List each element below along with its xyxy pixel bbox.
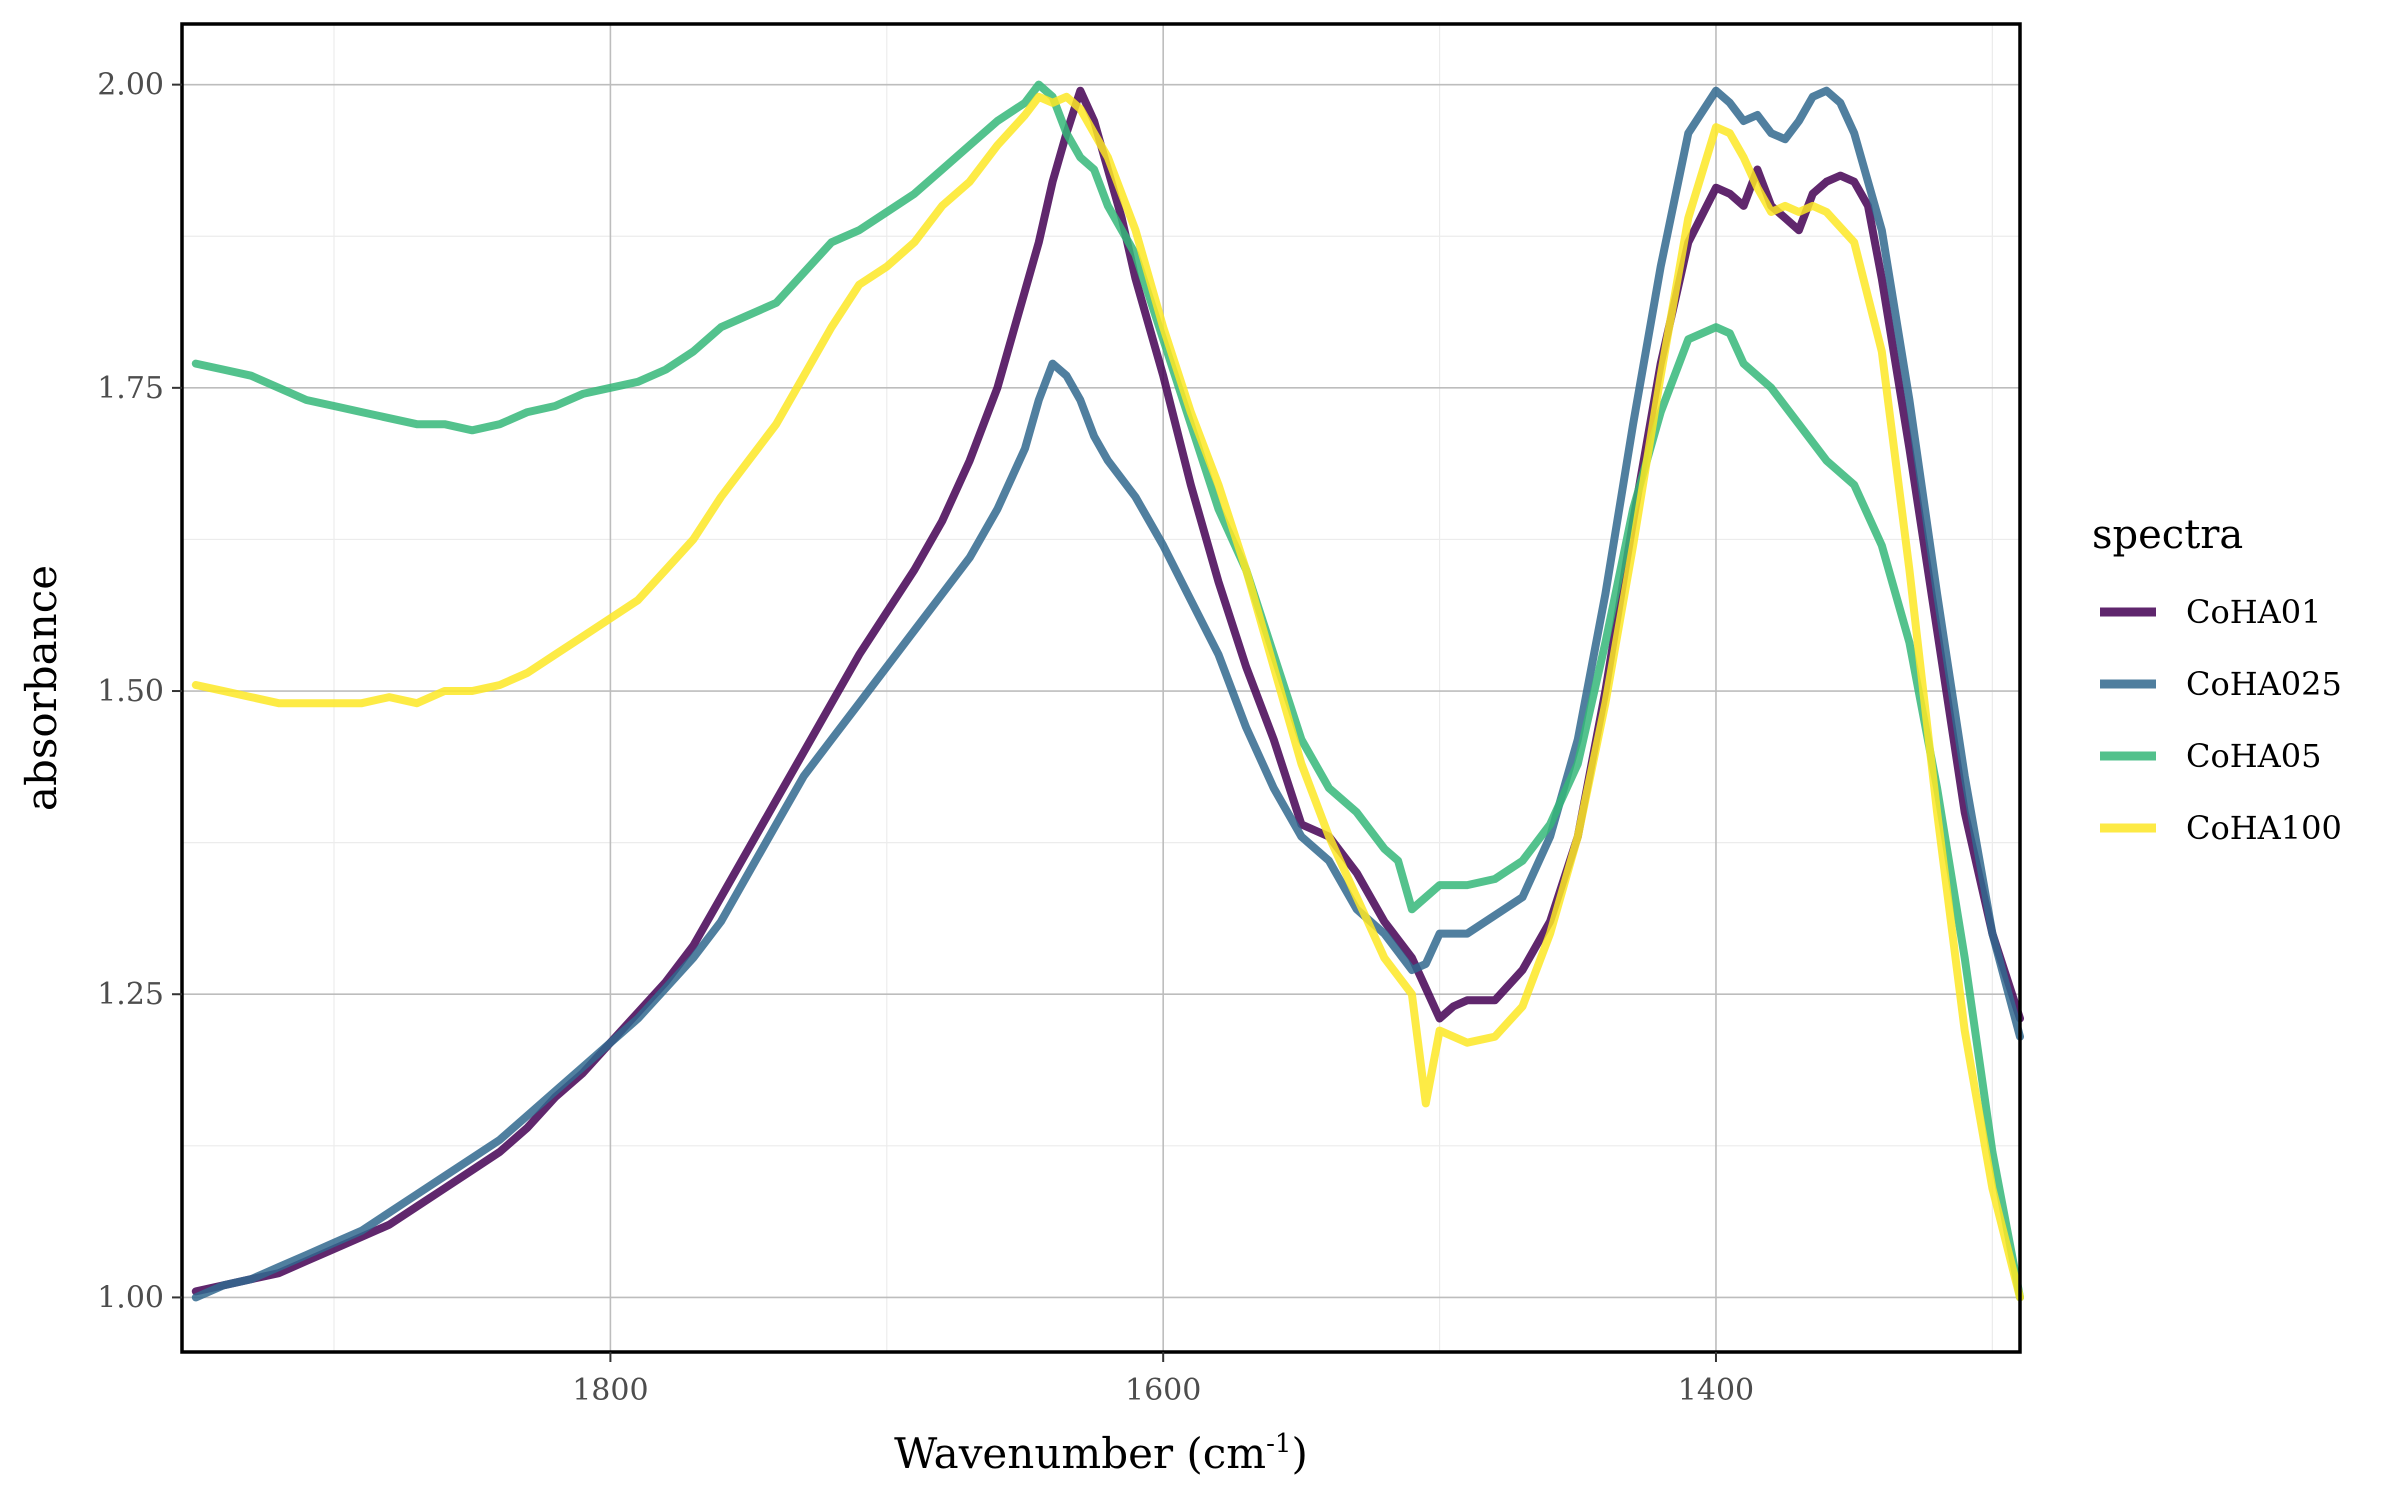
series-layer xyxy=(191,80,2024,1302)
y-axis-title: absorbance xyxy=(17,565,66,811)
y-tick-label: 1.25 xyxy=(97,977,164,1012)
x-axis-title: Wavenumber (cm-1) xyxy=(894,1429,1308,1478)
x-tick-label: 1800 xyxy=(572,1373,648,1408)
legend-label-coha100: CoHA100 xyxy=(2186,809,2342,847)
y-tick-label: 1.50 xyxy=(97,674,164,709)
legend-title: spectra xyxy=(2092,512,2243,558)
y-tick-label: 1.75 xyxy=(97,371,164,406)
y-tick-label: 2.00 xyxy=(97,68,164,103)
legend: spectra CoHA01 CoHA025 CoHA05 CoHA100 xyxy=(2092,512,2342,847)
legend-label-coha01: CoHA01 xyxy=(2186,593,2321,631)
legend-items: CoHA01 CoHA025 CoHA05 CoHA100 xyxy=(2100,593,2342,847)
x-axis: 1800 1600 1400 xyxy=(572,1352,1754,1408)
series-line-coha05 xyxy=(191,80,2024,1302)
series-line-coha100 xyxy=(191,92,2024,1302)
x-tick-label: 1600 xyxy=(1125,1373,1201,1408)
legend-label-coha025: CoHA025 xyxy=(2186,665,2342,703)
y-tick-label: 1.00 xyxy=(97,1280,164,1315)
legend-label-coha05: CoHA05 xyxy=(2186,737,2321,775)
series-line-coha025 xyxy=(191,86,2024,1302)
plot-panel-border xyxy=(180,22,2022,1354)
x-tick-label: 1400 xyxy=(1678,1373,1754,1408)
y-axis: 1.00 1.25 1.50 1.75 2.00 xyxy=(97,68,182,1315)
